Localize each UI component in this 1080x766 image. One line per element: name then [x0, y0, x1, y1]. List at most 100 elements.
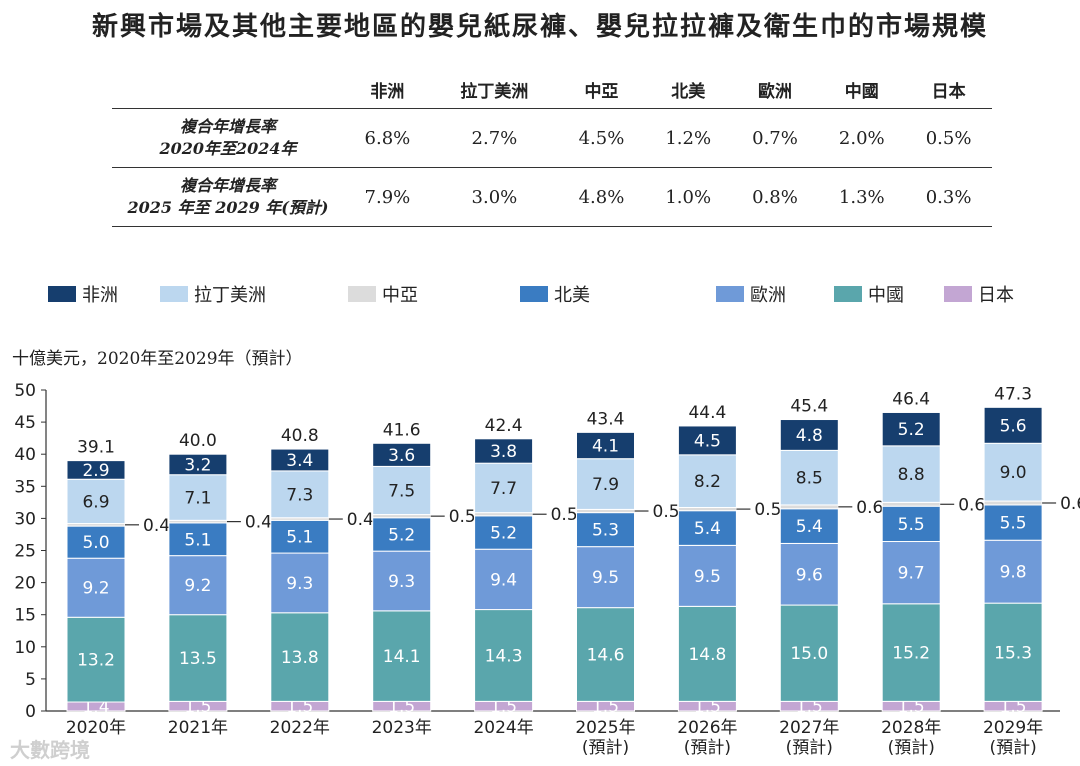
data-label: 1.5 — [490, 697, 517, 717]
total-label: 43.4 — [587, 409, 625, 429]
data-label: 5.2 — [898, 420, 925, 440]
bar-segment — [983, 539, 1043, 604]
data-label: 9.3 — [286, 574, 313, 594]
data-label: 1.5 — [184, 697, 211, 717]
cagr-cell: 4.5% — [558, 108, 645, 168]
data-label: 9.0 — [1000, 463, 1027, 483]
bar-segment — [576, 512, 635, 548]
bar-segment — [270, 470, 330, 519]
bar-segment — [983, 406, 1043, 444]
bar-segment — [779, 419, 839, 451]
data-label: 0.5 — [653, 502, 680, 522]
cagr-col-africa: 非洲 — [344, 70, 431, 109]
cagr-row-label: 複合年增長率 2020年至2024年 — [112, 108, 344, 168]
bar-segment — [66, 460, 126, 480]
bar-segment — [576, 458, 635, 510]
legend-label: 非洲 — [82, 285, 118, 306]
x-tick-sublabel: (預計) — [582, 738, 629, 758]
cagr-cell: 1.2% — [644, 108, 732, 168]
data-label: 14.1 — [383, 647, 421, 667]
data-label: 1.5 — [388, 697, 415, 717]
y-tick-label: 45 — [14, 413, 36, 433]
bar-segment — [576, 607, 635, 702]
bar-segment — [474, 515, 534, 550]
total-label: 40.0 — [179, 431, 217, 451]
cagr-col-latam: 拉丁美洲 — [430, 70, 559, 109]
data-label: 9.4 — [490, 570, 517, 590]
x-tick-label: 2021年 — [168, 718, 228, 738]
data-label: 9.2 — [82, 579, 109, 599]
cagr-col-central-asia: 中亞 — [558, 70, 645, 109]
bar-segment — [677, 425, 737, 456]
x-tick-label: 2025年 — [575, 718, 635, 738]
cagr-row-label-line2: 2025 年至 2029 年(預計) — [127, 198, 329, 217]
bar-segment — [983, 500, 1043, 506]
data-label: 5.4 — [796, 517, 823, 537]
cagr-table: 非洲 拉丁美洲 中亞 北美 歐洲 中國 日本 複合年增長率 2020年至2024… — [112, 70, 992, 227]
data-label: 15.2 — [892, 644, 930, 664]
total-label: 39.1 — [77, 438, 115, 458]
cagr-row-label-line2: 2020年至2024年 — [159, 139, 297, 158]
data-label: 9.3 — [388, 572, 415, 592]
cagr-col-japan: 日本 — [905, 70, 992, 109]
bar-segment — [779, 542, 839, 606]
data-label: 0.4 — [347, 510, 374, 530]
cagr-row-label: 複合年增長率 2025 年至 2029 年(預計) — [112, 167, 344, 227]
data-label: 4.1 — [592, 437, 619, 457]
cagr-cell: 4.8% — [558, 167, 645, 227]
cagr-col-europe: 歐洲 — [731, 70, 819, 109]
chart-legend: 非洲 拉丁美洲 中亞 北美 歐洲 中國 日本 — [48, 282, 1048, 306]
y-tick-label: 10 — [14, 638, 36, 658]
data-label: 0.4 — [143, 516, 170, 536]
y-tick-label: 0 — [25, 702, 36, 722]
bar-segment — [474, 438, 534, 464]
total-label: 47.3 — [994, 384, 1032, 404]
data-label: 7.5 — [388, 481, 415, 501]
data-label: 3.4 — [286, 451, 313, 471]
data-label: 0.4 — [245, 513, 272, 533]
legend-item: 中國 — [834, 282, 904, 306]
cagr-cell: 1.3% — [818, 167, 906, 227]
legend-swatch — [160, 286, 188, 302]
x-tick-sublabel: (預計) — [684, 738, 731, 758]
bar-segment — [270, 519, 330, 554]
data-label: 15.3 — [994, 643, 1032, 663]
bar-segment — [779, 508, 839, 544]
bar-segment — [372, 442, 432, 467]
data-label: 0.5 — [449, 507, 476, 527]
data-label: 8.2 — [694, 472, 721, 492]
legend-label: 北美 — [554, 285, 590, 306]
data-label: 8.5 — [796, 469, 823, 489]
x-tick-label: 2024年 — [473, 718, 533, 738]
cagr-cell: 0.3% — [905, 167, 992, 227]
data-label: 0.6 — [856, 498, 883, 518]
y-tick-label: 30 — [14, 509, 36, 529]
total-label: 41.6 — [383, 420, 421, 440]
bar-segment — [677, 454, 737, 508]
data-label: 13.5 — [179, 649, 217, 669]
y-tick-label: 15 — [14, 606, 36, 626]
cagr-row-label-line1: 複合年增長率 — [179, 176, 276, 195]
data-label: 9.8 — [1000, 563, 1027, 583]
legend-label: 歐洲 — [750, 285, 786, 306]
cagr-cell: 1.0% — [644, 167, 732, 227]
total-label: 44.4 — [688, 403, 726, 423]
bar-segment — [881, 541, 941, 605]
data-label: 3.8 — [490, 442, 517, 462]
cagr-cell: 7.9% — [344, 167, 431, 227]
data-label: 5.6 — [1000, 416, 1027, 436]
x-tick-label: 2028年 — [881, 718, 941, 738]
data-label: 9.2 — [184, 576, 211, 596]
cagr-cell: 6.8% — [344, 108, 431, 168]
cagr-header-corner — [112, 70, 344, 109]
stacked-bar-chart: 051015202530354045501.413.29.25.00.46.92… — [14, 381, 1080, 758]
legend-swatch — [944, 286, 972, 302]
bar-segment — [677, 510, 737, 546]
bar-segment — [677, 544, 737, 607]
data-label: 13.2 — [77, 651, 115, 671]
data-label: 0.5 — [754, 500, 781, 520]
data-label: 5.3 — [592, 521, 619, 541]
bar-segment — [677, 605, 737, 702]
total-label: 46.4 — [892, 389, 930, 409]
page-title: 新興市場及其他主要地區的嬰兒紙尿褲、嬰兒拉拉褲及衛生巾的市場規模 — [91, 12, 988, 42]
